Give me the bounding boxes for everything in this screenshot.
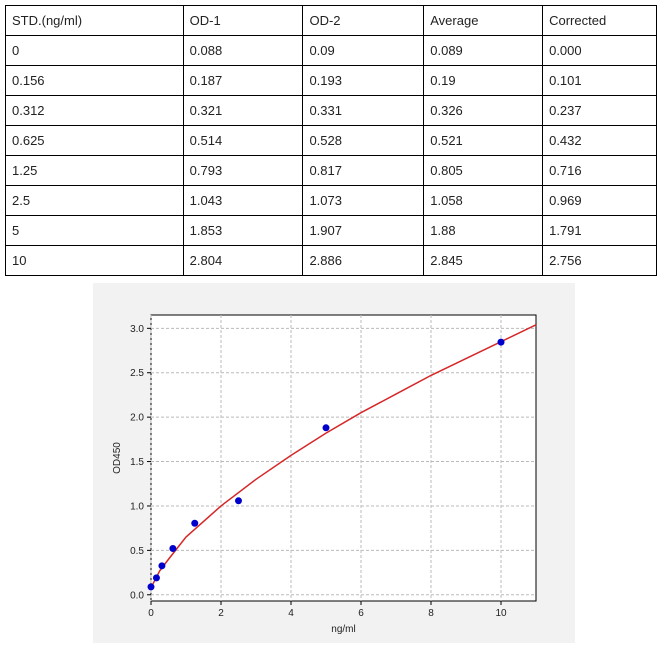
plot-area [150,314,537,602]
y-tick-label: 3.0 [130,324,144,335]
table-cell: 2.804 [182,245,304,276]
table-cell: 2.845 [423,245,544,276]
table-row: 0 0.088 0.09 0.089 0.000 [5,35,657,66]
fit-curve [150,324,537,589]
table-cell: 0.312 [5,95,184,126]
x-tick-label: 2 [218,608,224,619]
y-tick-label: 0.0 [130,590,144,601]
table-cell: Average [423,5,544,36]
table-cell: 10 [5,245,184,276]
data-point [497,338,505,346]
table-cell: 0.09 [302,35,425,66]
table-cell: OD-1 [182,5,304,36]
table-cell: 0.521 [423,125,544,156]
table-cell: 0.331 [302,95,425,126]
data-table: STD.(ng/ml) OD-1 OD-2 Average Corrected 0 0.08… [5,5,657,276]
table-cell: Corrected [542,5,657,36]
data-point [147,583,155,591]
table-cell: 2.886 [302,245,425,276]
table-row: 10 2.804 2.886 2.845 2.756 [5,245,657,276]
table-cell: 0.793 [182,155,304,186]
y-tick-label: 1.0 [130,501,144,512]
y-tick-label: 1.5 [130,457,144,468]
table-cell: 0.088 [182,35,304,66]
table-row: 5 1.853 1.907 1.88 1.791 [5,215,657,246]
x-tick-label: 10 [495,608,507,619]
x-tick-label: 4 [288,608,294,619]
data-point [158,562,166,570]
table-cell: 1.791 [542,215,657,246]
data-point [322,424,330,432]
table-cell: 2.5 [5,185,184,216]
table-cell: 2.756 [542,245,657,276]
table-row: 0.312 0.321 0.331 0.326 0.237 [5,95,657,126]
table-cell: 1.907 [302,215,425,246]
y-tick-label: 2.5 [130,368,144,379]
y-tick-label: 0.5 [130,546,144,557]
x-tick-label: 6 [358,608,364,619]
table-cell: STD.(ng/ml) [5,5,184,36]
table-cell: 0.969 [542,185,657,216]
header-row: STD.(ng/ml) OD-1 OD-2 Average Corrected [5,5,657,36]
table-cell: 0.514 [182,125,304,156]
x-tick-label: 0 [148,608,154,619]
table-cell: 0.193 [302,65,425,96]
data-point [235,497,242,505]
table-cell: 0.805 [423,155,544,186]
x-axis-label: ng/ml [331,624,355,635]
data-point [169,545,177,553]
data-point [152,574,160,582]
data-point [191,519,199,527]
x-tick-label: 8 [428,608,434,619]
y-tick-label: 2.0 [130,413,144,424]
y-axis-label: OD450 [112,442,123,474]
table-cell: 0.326 [423,95,544,126]
table-cell: 0.716 [542,155,657,186]
table-cell: 0.19 [423,65,544,96]
